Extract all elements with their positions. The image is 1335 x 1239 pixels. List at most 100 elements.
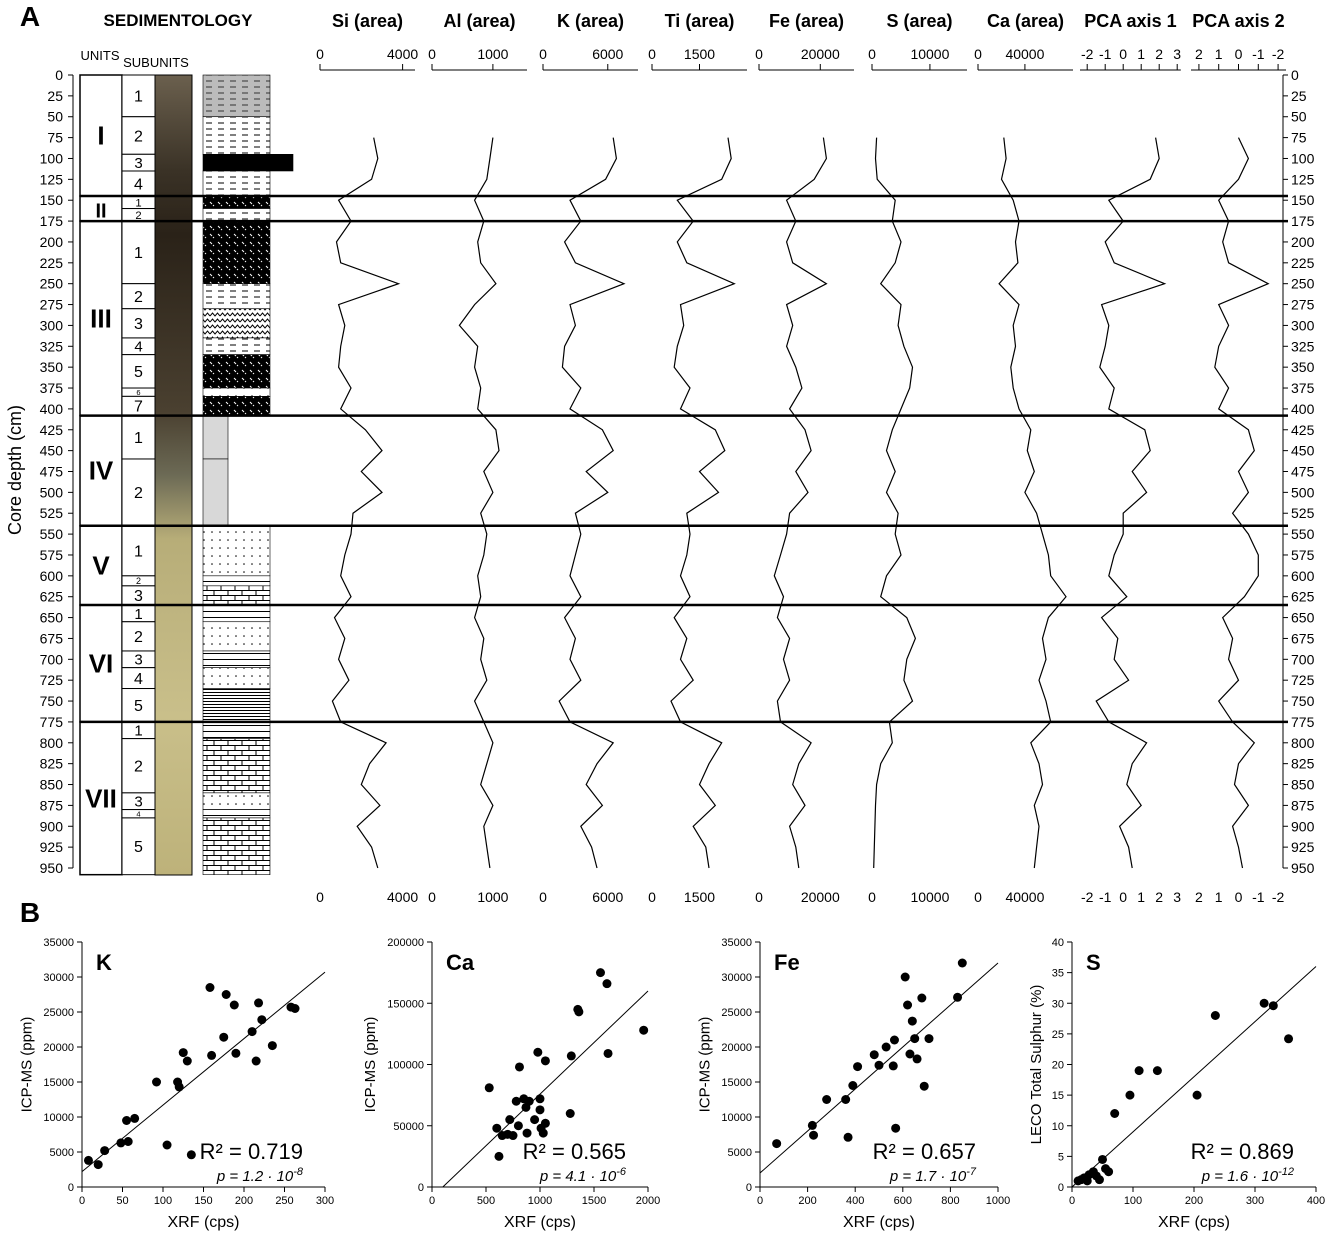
p-text: p = 4.1 · 10 [539, 1168, 617, 1185]
x-tick-label: 500 [477, 1195, 495, 1207]
data-point [231, 1048, 241, 1058]
data-point [639, 1025, 649, 1035]
y-tick-label: 30 [1052, 998, 1064, 1010]
y-tick-label: 100 [1291, 150, 1315, 166]
x-tick-label: -1 [1252, 46, 1265, 62]
data-point [535, 1094, 545, 1104]
data-point [848, 1081, 858, 1090]
x-tick-label: 800 [941, 1195, 959, 1207]
p-exponent: -6 [616, 1166, 627, 1178]
data-point [122, 1116, 132, 1125]
profile-line [670, 137, 736, 869]
y-tick-label: 5000 [50, 1147, 74, 1159]
y-tick-label: 775 [40, 714, 64, 730]
x-tick-label: 1000 [986, 1195, 1010, 1207]
data-point [910, 1034, 920, 1044]
data-point [522, 1128, 532, 1138]
lithology [202, 650, 271, 668]
unit-label: II [95, 201, 106, 223]
lithology [202, 220, 271, 284]
y-tick-label: 550 [40, 526, 64, 542]
series-title: Si (area) [332, 11, 403, 31]
x-tick-label: 0 [316, 889, 324, 905]
data-point [566, 1051, 576, 1061]
data-point [822, 1095, 832, 1104]
x-tick-label: 1500 [582, 1195, 606, 1207]
x-tick-label: -2 [1272, 46, 1285, 62]
x-tick-label: 20000 [801, 889, 840, 905]
data-point [874, 1060, 884, 1070]
y-tick-label: 0 [55, 67, 63, 83]
y-tick-label: 225 [1291, 255, 1315, 271]
series-title: Ca (area) [987, 11, 1064, 31]
lithology [202, 74, 271, 118]
lithology [202, 604, 271, 623]
data-point [229, 1000, 239, 1010]
data-point [182, 1056, 192, 1066]
x-tick-label: 1000 [477, 889, 508, 905]
x-axis-label: XRF (cps) [1158, 1214, 1230, 1231]
data-point [907, 1016, 917, 1026]
x-tick-label: 0 [974, 889, 982, 905]
data-point [130, 1113, 140, 1123]
x-tick-label: 200 [1185, 1195, 1203, 1207]
x-tick-label: 2 [1155, 46, 1163, 62]
data-point [891, 1123, 901, 1133]
y-tick-label: 50 [1291, 109, 1307, 125]
p-text: p = 1.6 · 10 [1201, 1168, 1279, 1185]
plot-title: Fe [774, 950, 800, 975]
x-tick-label: -2 [1081, 46, 1094, 62]
data-point [1125, 1090, 1135, 1100]
x-tick-label: 40000 [1005, 889, 1044, 905]
lithology [202, 387, 271, 397]
data-point [83, 1155, 93, 1165]
data-point [152, 1077, 162, 1087]
y-tick-label: 375 [40, 380, 64, 396]
fit-line [81, 971, 326, 1172]
y-tick-label: 600 [1291, 568, 1315, 584]
lithology [202, 415, 229, 460]
data-point [1210, 1011, 1220, 1020]
data-point [905, 1049, 915, 1059]
subunit-label: 5 [134, 698, 143, 715]
subunit-label: 1 [134, 723, 142, 740]
series-title: K (area) [557, 11, 624, 31]
data-point [1192, 1090, 1202, 1100]
units-header: UNITS [81, 48, 120, 63]
x-tick-label: -1 [1099, 46, 1112, 62]
data-point [574, 1007, 584, 1017]
y-tick-label: 250 [1291, 276, 1315, 292]
y-tick-label: 925 [40, 839, 64, 855]
y-tick-label: 600 [40, 568, 64, 584]
plot-title: Ca [446, 950, 475, 975]
x-tick-label: 600 [894, 1195, 912, 1207]
data-point [123, 1137, 133, 1146]
p-exponent: -12 [1278, 1166, 1294, 1178]
p-exponent: -7 [966, 1166, 977, 1178]
lithology [202, 525, 271, 577]
subunit-label: 5 [134, 364, 143, 381]
data-point [809, 1130, 819, 1140]
subunit-label: 1 [134, 544, 143, 561]
y-tick-label: 25 [47, 88, 63, 104]
x-tick-label: 300 [316, 1195, 334, 1207]
data-point [219, 1032, 229, 1042]
data-point [492, 1123, 502, 1133]
y-tick-label: 15 [1052, 1090, 1064, 1102]
y-tick-label: 700 [1291, 651, 1315, 667]
y-tick-label: 5000 [728, 1147, 752, 1159]
y-tick-label: 75 [47, 130, 63, 146]
x-tick-label: -1 [1252, 889, 1265, 905]
y-tick-label: 850 [40, 777, 64, 793]
data-point [889, 1035, 899, 1045]
data-point [919, 1081, 929, 1091]
y-tick-label: 325 [40, 338, 64, 354]
subunit-box [121, 458, 156, 527]
subunit-label: 3 [134, 588, 143, 605]
y-tick-label: 475 [1291, 464, 1315, 480]
y-tick-label: 125 [1291, 171, 1315, 187]
series-title: PCA axis 2 [1192, 11, 1284, 31]
x-tick-label: 0 [755, 889, 763, 905]
x-axis-label: XRF (cps) [168, 1214, 240, 1231]
y-tick-label: 725 [40, 672, 64, 688]
